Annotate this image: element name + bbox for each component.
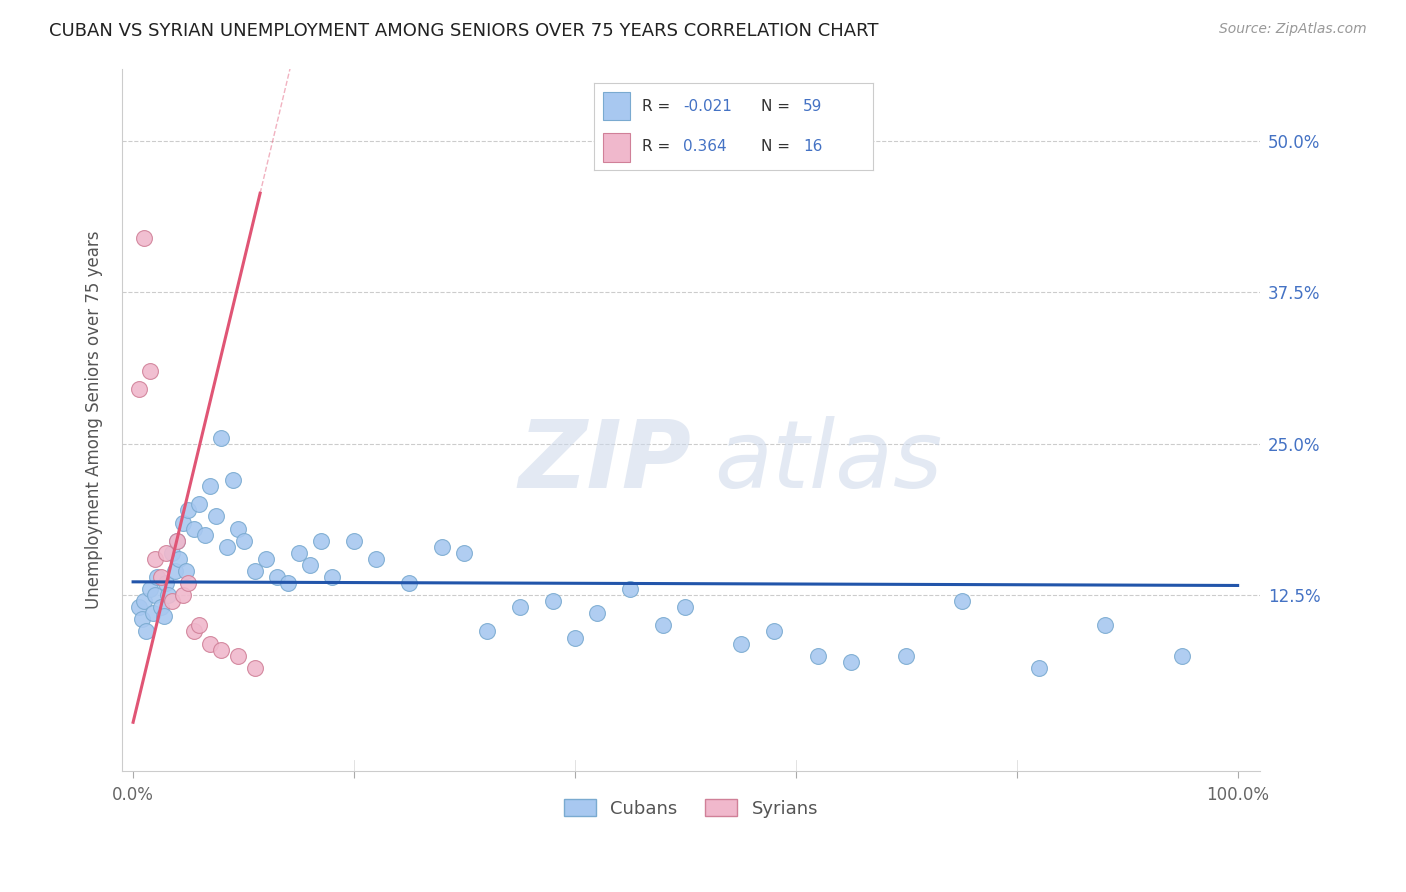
Point xyxy=(541,594,564,608)
Point xyxy=(288,546,311,560)
Point xyxy=(1171,648,1194,663)
Point xyxy=(134,231,156,245)
Point xyxy=(226,648,249,663)
Point xyxy=(309,533,332,548)
Text: CUBAN VS SYRIAN UNEMPLOYMENT AMONG SENIORS OVER 75 YEARS CORRELATION CHART: CUBAN VS SYRIAN UNEMPLOYMENT AMONG SENIO… xyxy=(49,22,879,40)
Point xyxy=(243,564,266,578)
Point xyxy=(157,588,180,602)
Point xyxy=(135,624,157,639)
Point xyxy=(160,546,183,560)
Point xyxy=(266,570,288,584)
Point xyxy=(586,607,609,621)
Point xyxy=(232,533,254,548)
Point xyxy=(254,551,277,566)
Point xyxy=(153,608,176,623)
Point xyxy=(509,600,531,615)
Point xyxy=(243,661,266,675)
Point xyxy=(169,551,191,566)
Point xyxy=(138,364,160,378)
Point xyxy=(194,527,217,541)
Point xyxy=(165,564,187,578)
Point xyxy=(211,431,233,445)
Point xyxy=(807,648,830,663)
Point xyxy=(762,624,785,639)
Point xyxy=(172,588,194,602)
Point xyxy=(221,473,243,487)
Point xyxy=(155,576,177,591)
Point xyxy=(142,607,165,621)
Point xyxy=(200,479,222,493)
Y-axis label: Unemployment Among Seniors over 75 years: Unemployment Among Seniors over 75 years xyxy=(86,230,103,609)
Point xyxy=(166,533,188,548)
Point xyxy=(177,503,200,517)
Legend: Cubans, Syrians: Cubans, Syrians xyxy=(557,791,825,825)
Point xyxy=(128,382,150,396)
Point xyxy=(226,522,249,536)
Point xyxy=(146,570,169,584)
Point xyxy=(188,618,211,632)
Point xyxy=(131,612,153,626)
Point xyxy=(128,600,150,615)
Point xyxy=(211,642,233,657)
Point xyxy=(564,631,586,645)
Point xyxy=(134,594,156,608)
Point xyxy=(215,540,238,554)
Point xyxy=(475,624,498,639)
Point xyxy=(166,533,188,548)
Point xyxy=(1028,661,1050,675)
Point xyxy=(149,600,172,615)
Text: atlas: atlas xyxy=(714,417,942,508)
Point xyxy=(174,564,197,578)
Point xyxy=(321,570,343,584)
Point xyxy=(343,533,366,548)
Point xyxy=(200,636,222,650)
Point xyxy=(1094,618,1116,632)
Point xyxy=(160,594,183,608)
Point xyxy=(432,540,454,554)
Point xyxy=(149,570,172,584)
Point xyxy=(730,636,752,650)
Point xyxy=(652,618,675,632)
Point xyxy=(839,655,862,669)
Point xyxy=(183,624,205,639)
Point xyxy=(453,546,475,560)
Point xyxy=(155,546,177,560)
Point xyxy=(177,576,200,591)
Point xyxy=(950,594,973,608)
Point xyxy=(205,509,228,524)
Point xyxy=(138,582,160,596)
Point xyxy=(188,497,211,511)
Point xyxy=(172,516,194,530)
Text: ZIP: ZIP xyxy=(517,416,690,508)
Point xyxy=(143,551,166,566)
Point xyxy=(896,648,918,663)
Point xyxy=(364,551,387,566)
Point xyxy=(183,522,205,536)
Point xyxy=(398,576,420,591)
Point xyxy=(298,558,321,572)
Point xyxy=(277,576,299,591)
Text: Source: ZipAtlas.com: Source: ZipAtlas.com xyxy=(1219,22,1367,37)
Point xyxy=(619,582,641,596)
Point xyxy=(143,588,166,602)
Point xyxy=(673,600,696,615)
